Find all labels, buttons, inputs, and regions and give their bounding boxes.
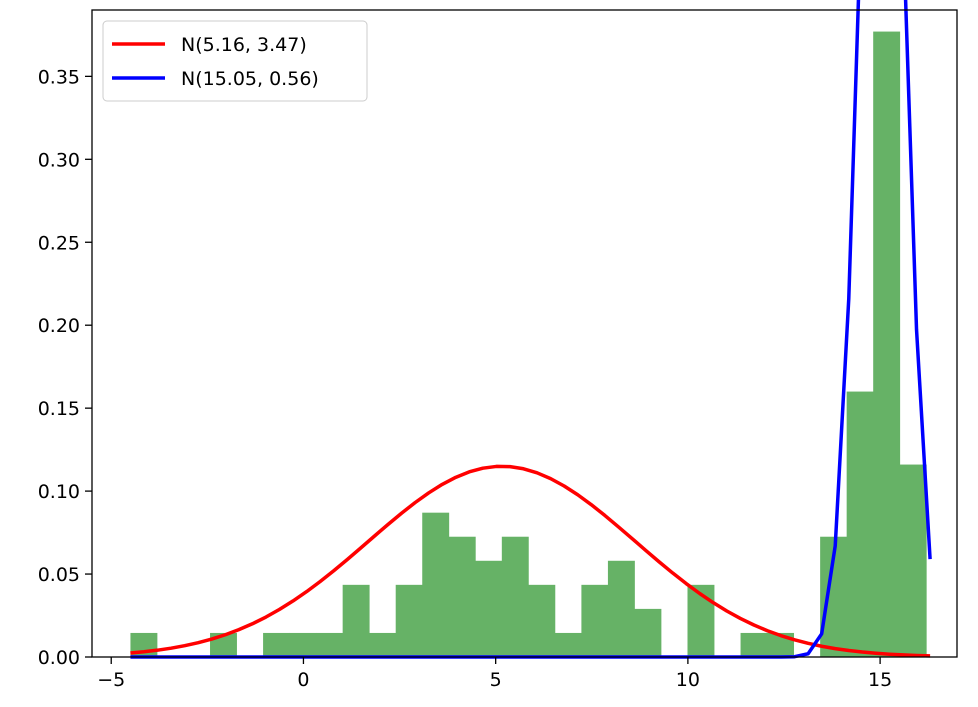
- x-tick-label: 15: [868, 669, 892, 691]
- histogram-bar: [342, 584, 370, 657]
- histogram-bar: [528, 584, 556, 657]
- y-tick-label: 0.30: [38, 149, 80, 171]
- y-tick-label: 0.15: [38, 398, 80, 420]
- histogram-bar: [501, 536, 529, 657]
- histogram-bar: [846, 391, 874, 657]
- y-tick-label: 0.05: [38, 564, 80, 586]
- histogram-bar: [581, 584, 609, 657]
- x-axis: −5 0 5 10 15: [97, 657, 892, 691]
- histogram-bar: [422, 512, 450, 657]
- histogram-bar: [448, 536, 476, 657]
- histogram-bar: [899, 464, 927, 657]
- histogram-bar: [289, 632, 317, 657]
- histogram-bars: [130, 31, 927, 658]
- histogram-bar: [263, 632, 291, 657]
- legend-label-1: N(15.05, 0.56): [181, 68, 319, 90]
- y-tick-label: 0.20: [38, 315, 80, 337]
- y-tick-label: 0.35: [38, 66, 80, 88]
- x-tick-label: −5: [97, 669, 125, 691]
- histogram-bar: [316, 632, 344, 657]
- histogram-bar: [395, 584, 423, 657]
- density-curve-0: [130, 464, 931, 658]
- histogram-bar: [369, 632, 397, 657]
- legend: N(5.16, 3.47) N(15.05, 0.56): [102, 20, 368, 102]
- plot-area-frame: [91, 9, 958, 658]
- histogram-bar: [554, 632, 582, 657]
- x-tick-label: 0: [297, 669, 309, 691]
- y-tick-label: 0.00: [38, 647, 80, 669]
- y-tick-label: 0.25: [38, 232, 80, 254]
- histogram-bar: [607, 560, 635, 657]
- x-tick-label: 10: [676, 669, 700, 691]
- legend-box: [102, 20, 368, 102]
- histogram-bar: [740, 632, 768, 657]
- legend-label-0: N(5.16, 3.47): [181, 34, 307, 56]
- histogram-bar: [873, 31, 901, 658]
- histogram-bar: [475, 560, 503, 657]
- x-tick-label: 5: [490, 669, 502, 691]
- y-axis: 0.00 0.05 0.10 0.15 0.20 0.25 0.30 0.35: [38, 66, 92, 669]
- histogram-bar: [634, 608, 662, 657]
- histogram-bar: [687, 584, 715, 657]
- y-tick-label: 0.10: [38, 481, 80, 503]
